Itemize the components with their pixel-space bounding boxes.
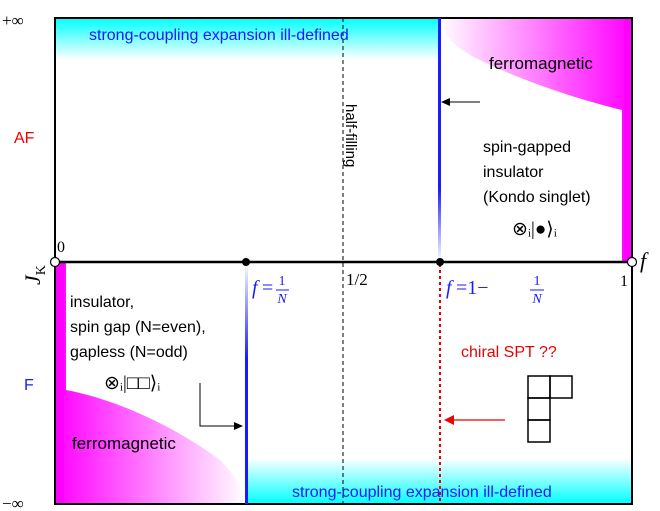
arrow-to-red-line bbox=[444, 415, 505, 425]
filling-right-label: f =1− 1 N bbox=[446, 274, 544, 307]
y-bottom-label: −∞ bbox=[2, 494, 24, 511]
blue-line-bottom bbox=[245, 262, 248, 504]
origin-label: 0 bbox=[57, 239, 65, 256]
svg-text:=1−: =1− bbox=[456, 277, 489, 299]
svg-text:spin-gapped: spin-gapped bbox=[483, 139, 571, 156]
insulator-label: insulator, spin gap (N=even), gapless (N… bbox=[70, 294, 206, 361]
spin-gapped-label: spin-gapped insulator (Kondo singlet) bbox=[483, 139, 591, 206]
endpoint-right bbox=[626, 256, 638, 268]
svg-text:insulator: insulator bbox=[483, 164, 544, 181]
svg-text:1: 1 bbox=[534, 274, 541, 289]
svg-text:insulator,: insulator, bbox=[70, 294, 134, 311]
f-label: F bbox=[24, 377, 34, 394]
svg-text:N: N bbox=[531, 292, 542, 307]
svg-text:N: N bbox=[276, 292, 287, 307]
svg-text:=: = bbox=[262, 277, 273, 299]
svg-text:JK: JK bbox=[20, 265, 49, 285]
half-value-label: 1/2 bbox=[346, 270, 368, 289]
chiral-spt-label: chiral SPT ?? bbox=[461, 344, 557, 361]
x-end-label: 1 bbox=[620, 273, 628, 290]
svg-text:1: 1 bbox=[279, 274, 286, 289]
ferro-bottom-strip bbox=[55, 262, 64, 504]
af-label: AF bbox=[14, 130, 35, 147]
top-cyan-band bbox=[55, 18, 439, 60]
ferro-top-region bbox=[439, 18, 632, 262]
arrow-to-blue-bottom bbox=[199, 383, 243, 430]
box-state-label: ⊗ᵢ|□□⟩ᵢ bbox=[104, 373, 160, 394]
dot-right bbox=[436, 258, 444, 266]
svg-text:gapless (N=odd): gapless (N=odd) bbox=[70, 344, 188, 361]
ferro-bottom-label: ferromagnetic bbox=[72, 434, 176, 453]
arrow-to-blue-top bbox=[441, 98, 480, 106]
young-diagram bbox=[527, 375, 573, 443]
ferro-bottom-region bbox=[55, 262, 246, 504]
dot-left bbox=[242, 258, 250, 266]
half-filling-label: half-filling bbox=[342, 104, 359, 167]
y-top-label: +∞ bbox=[2, 11, 24, 30]
filling-left-label: f = 1 N bbox=[252, 274, 289, 307]
ferro-top-label: ferromagnetic bbox=[489, 54, 593, 73]
bottom-band-label: strong-coupling expansion ill-defined bbox=[292, 484, 552, 501]
y-axis-label: JK bbox=[20, 265, 49, 285]
x-axis-label: f bbox=[640, 248, 649, 273]
top-band-label: strong-coupling expansion ill-defined bbox=[89, 27, 349, 44]
svg-text:(Kondo singlet): (Kondo singlet) bbox=[483, 189, 591, 206]
svg-text:spin gap (N=even),: spin gap (N=even), bbox=[70, 319, 206, 336]
svg-text:f: f bbox=[446, 277, 454, 299]
kondo-state-label: ⊗ᵢ|●⟩ᵢ bbox=[512, 219, 557, 240]
ferro-top-strip bbox=[624, 18, 632, 262]
svg-text:f: f bbox=[252, 277, 260, 299]
endpoint-left bbox=[49, 256, 61, 268]
blue-line-top bbox=[438, 18, 441, 262]
